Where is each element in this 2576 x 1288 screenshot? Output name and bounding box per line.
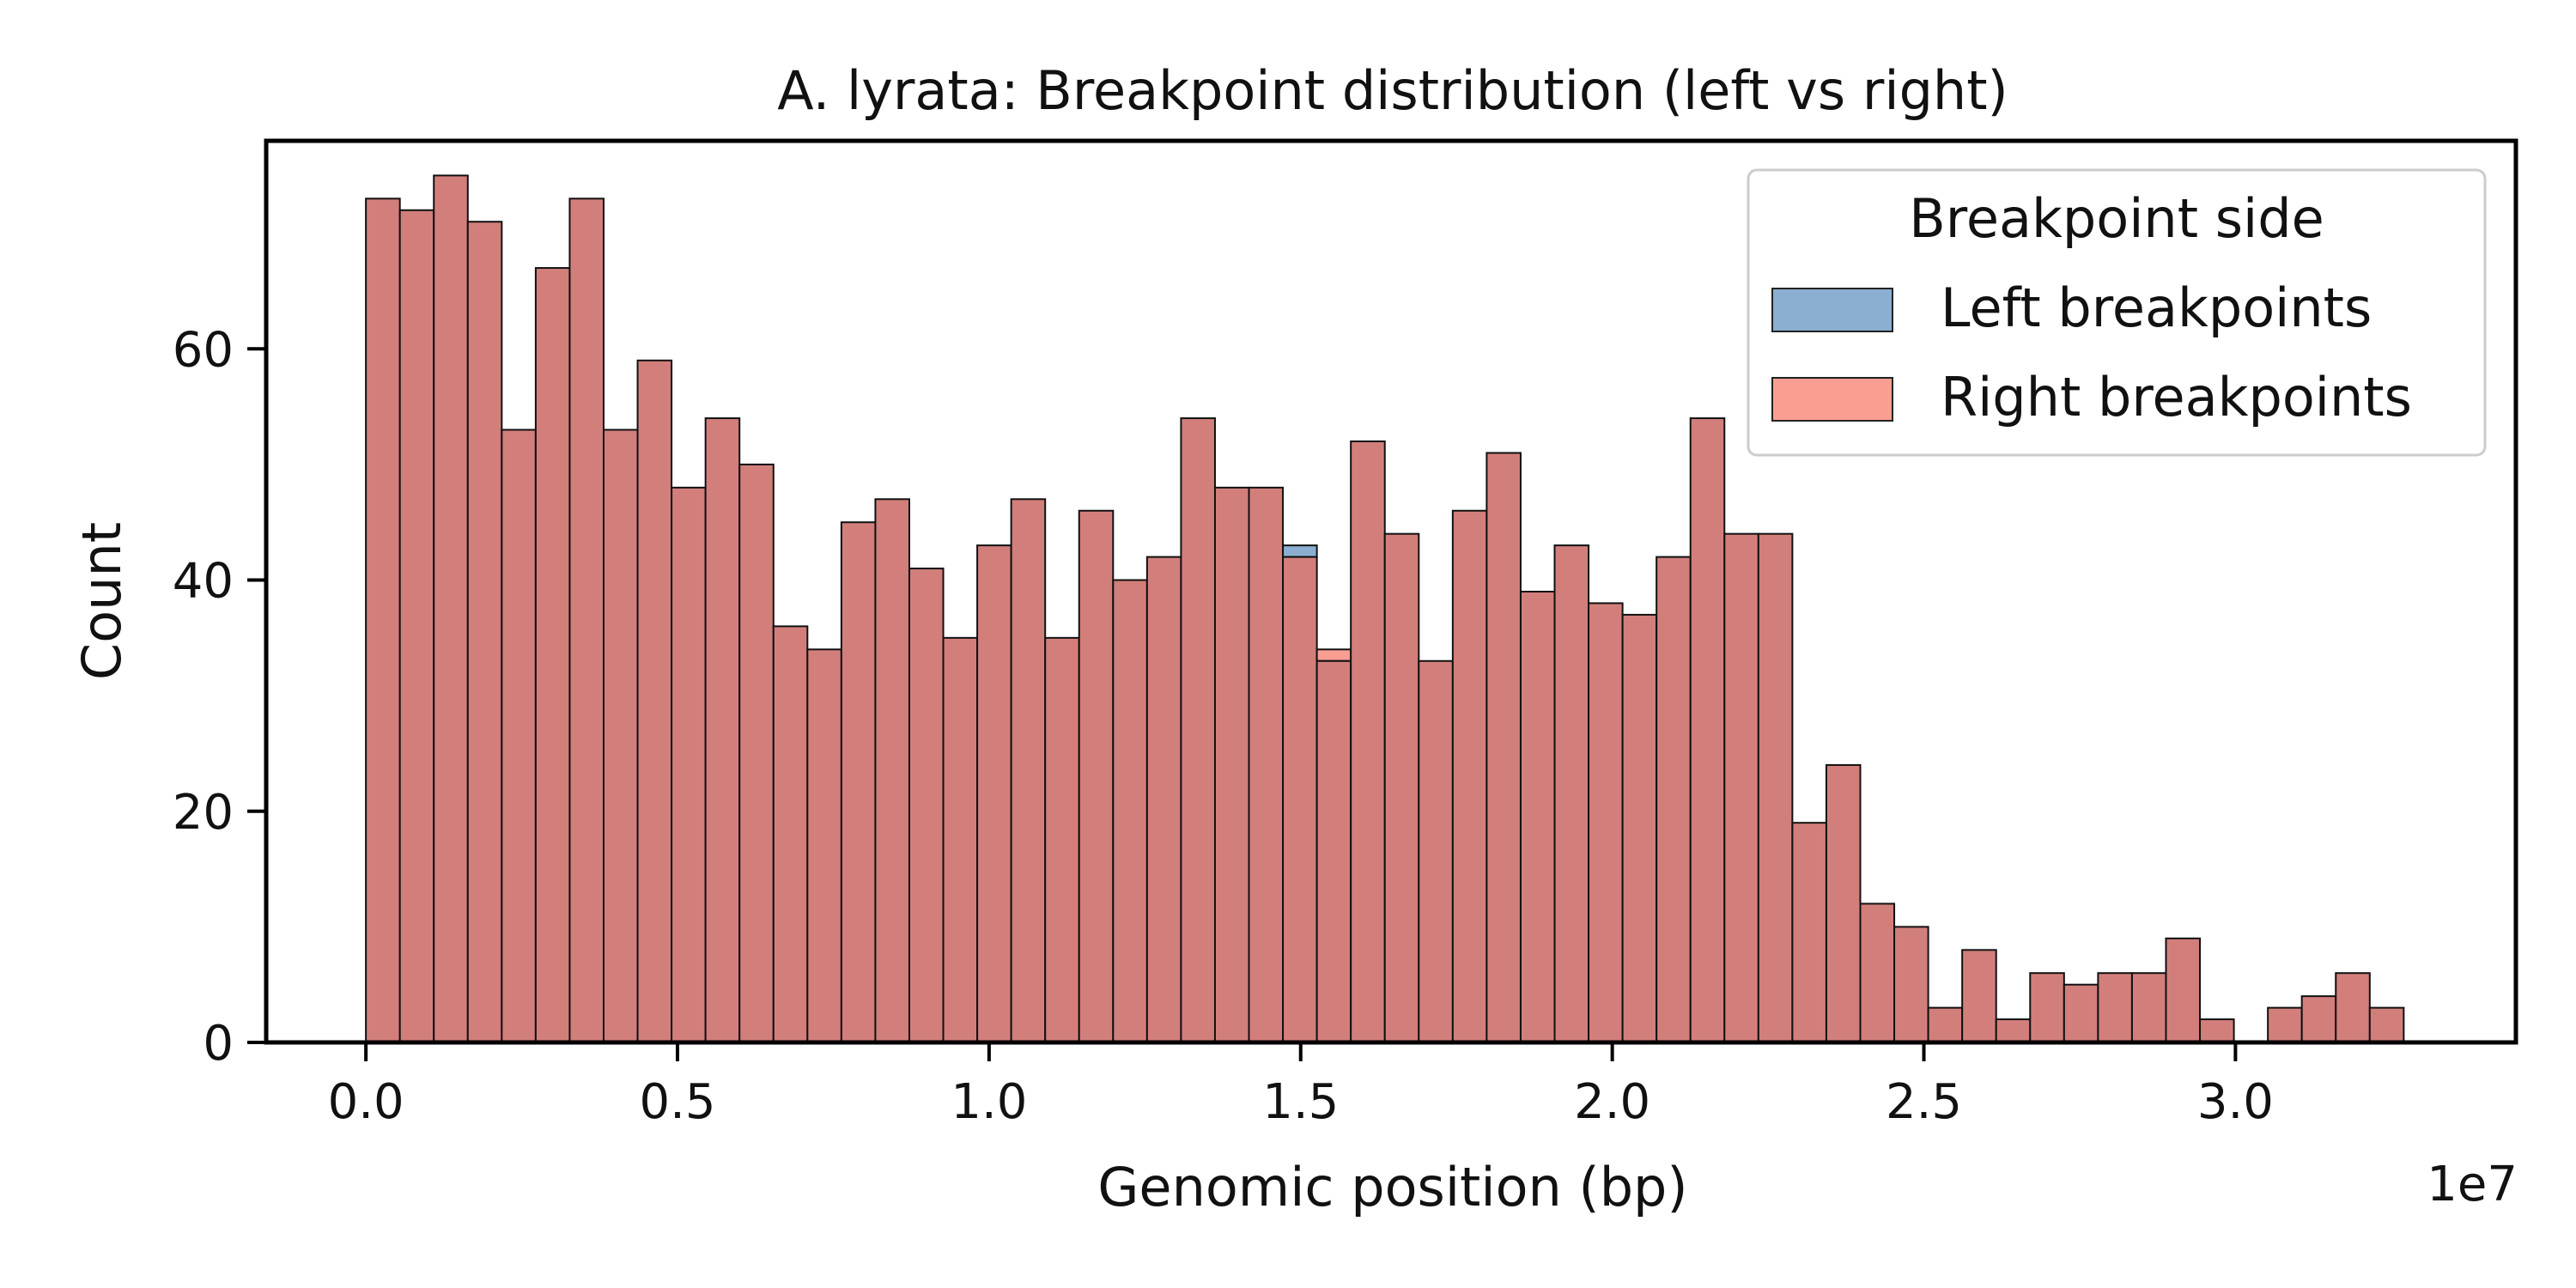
histogram-bar [1112,579,1148,1043]
legend-box [1747,168,2487,457]
histogram-bar [1010,498,1047,1043]
legend-title: Breakpoint side [1909,187,2324,250]
histogram-bar [1621,613,1658,1044]
histogram-bar [568,197,605,1044]
legend-swatch-left [1771,288,1893,332]
histogram-bar [398,209,435,1043]
histogram-bar [1315,659,1352,1043]
histogram-bar [1723,532,1759,1043]
histogram-bar-excess [1282,544,1318,558]
histogram-bar [1044,636,1080,1043]
x-axis-label: Genomic position (bp) [1097,1156,1687,1218]
histogram-bar [1145,556,1182,1043]
histogram-bar [1689,417,1726,1044]
legend: Breakpoint side Left breakpoints Right b… [1747,168,2487,457]
y-tick-label: 60 [173,322,234,378]
legend-label-right: Right breakpoints [1941,366,2412,428]
histogram-bar [433,174,469,1043]
histogram-bar [636,359,673,1043]
histogram-bar [704,417,741,1044]
histogram-bar [2063,983,2099,1043]
chart-title: A. lyrata: Breakpoint distribution (left… [777,59,2008,122]
x-tick-label: 2.5 [1886,1074,1962,1130]
x-tick-label: 2.0 [1574,1074,1650,1130]
histogram-bar [466,221,503,1043]
histogram-bar [1825,763,1862,1044]
histogram-bar [365,197,401,1044]
histogram-bar [534,267,571,1044]
histogram-bar [772,625,809,1044]
x-tick-label: 1.0 [951,1074,1027,1130]
x-tick-label: 3.0 [2197,1074,2274,1130]
histogram-bar [1383,532,1420,1043]
legend-swatch-right [1771,377,1893,422]
histogram-bar [908,568,945,1043]
x-offset-text: 1e7 [2427,1157,2518,1212]
histogram-bar [1588,602,1624,1043]
histogram-bar [1519,591,1556,1043]
histogram-bar [1859,902,1896,1044]
x-tick-label: 0.0 [328,1074,404,1130]
histogram-bar [976,544,1012,1043]
y-ticks-group: 0 20 40 60 [173,322,266,1072]
histogram-bar [1350,440,1386,1043]
histogram-bar [1485,452,1522,1043]
histogram-bar [1791,822,1827,1043]
histogram-bar [874,498,910,1043]
bars-group [365,174,2405,1044]
histogram-bar [2165,937,2202,1044]
histogram-bar [1180,417,1216,1044]
histogram-bar [840,521,877,1043]
histogram-bar [2199,1018,2235,1043]
y-tick-label: 20 [173,785,234,841]
histogram-bar [1553,544,1590,1043]
histogram-bar [1656,556,1692,1043]
histogram-bar [1418,659,1454,1043]
histogram-bar [1282,556,1318,1043]
histogram-bar [942,636,979,1043]
histogram-bar [2267,1006,2303,1043]
x-tick-label: 1.5 [1262,1074,1339,1130]
histogram-bar [1757,532,1794,1043]
histogram-bar [1995,1018,2032,1043]
histogram-bar-excess [1315,648,1352,662]
y-tick-label: 0 [203,1016,234,1072]
y-tick-label: 40 [173,554,234,610]
histogram-bar [603,428,639,1043]
histogram-bar [1451,509,1488,1043]
histogram-bar [2130,972,2167,1043]
histogram-bar [2368,1006,2405,1043]
histogram-bar [1248,486,1285,1043]
histogram-bar [1927,1006,1964,1043]
histogram-bar [1213,486,1250,1043]
histogram-bar [1078,509,1115,1043]
histogram-bar [2335,972,2371,1043]
plot-frame [264,138,2518,1045]
histogram-bar [2029,972,2065,1043]
x-tick-label: 0.5 [639,1074,715,1130]
legend-label-left: Left breakpoints [1941,276,2372,339]
histogram-bar [806,648,842,1043]
histogram-bar [1961,949,1997,1044]
x-ticks-group: 0.0 0.5 1.0 1.5 2.0 2.5 3.0 [328,1042,2274,1130]
histogram-bar [2300,995,2337,1043]
histogram-bar [738,463,775,1043]
histogram-bar [501,428,537,1043]
histogram-bar [1893,926,1929,1044]
histogram-bar [671,486,707,1043]
y-axis-label: Count [70,522,133,680]
histogram-bar [2097,972,2133,1043]
